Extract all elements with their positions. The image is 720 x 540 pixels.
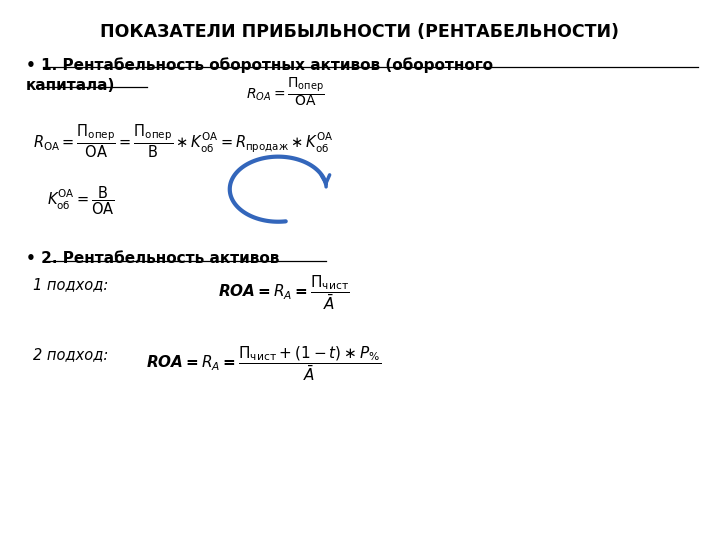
- Text: $R_{\mathrm{OA}} = \dfrac{\Pi_{\mathrm{опер}}}{\mathrm{OA}} = \dfrac{\Pi_{\mathr: $R_{\mathrm{OA}} = \dfrac{\Pi_{\mathrm{о…: [32, 122, 333, 159]
- Text: $\boldsymbol{ROA = R_A = \dfrac{\Pi_{\mathrm{чист}}}{\bar{A}}}$: $\boldsymbol{ROA = R_A = \dfrac{\Pi_{\ma…: [217, 273, 349, 312]
- Text: $\boldsymbol{ROA = R_A = \dfrac{\Pi_{\mathrm{чист}} + (1 - t) \ast P_{\%}}{\bar{: $\boldsymbol{ROA = R_A = \dfrac{\Pi_{\ma…: [146, 345, 382, 383]
- Text: 1 подход:: 1 подход:: [32, 277, 108, 292]
- Text: капитала): капитала): [25, 78, 115, 92]
- Text: 2 подход:: 2 подход:: [32, 347, 108, 362]
- Text: • 1. Рентабельность оборотных активов (оборотного: • 1. Рентабельность оборотных активов (о…: [25, 57, 492, 73]
- Text: $K_{\mathrm{об}}^{\mathrm{OA}} = \dfrac{\mathrm{B}}{\mathrm{OA}}$: $K_{\mathrm{об}}^{\mathrm{OA}} = \dfrac{…: [47, 185, 114, 218]
- Text: • 2. Рентабельность активов: • 2. Рентабельность активов: [25, 252, 279, 266]
- Text: $R_{OA} = \dfrac{\Pi_{\mathrm{опер}}}{\mathrm{OA}}$: $R_{OA} = \dfrac{\Pi_{\mathrm{опер}}}{\m…: [246, 76, 325, 108]
- Text: ПОКАЗАТЕЛИ ПРИБЫЛЬНОСТИ (РЕНТАБЕЛЬНОСТИ): ПОКАЗАТЕЛИ ПРИБЫЛЬНОСТИ (РЕНТАБЕЛЬНОСТИ): [101, 23, 619, 41]
